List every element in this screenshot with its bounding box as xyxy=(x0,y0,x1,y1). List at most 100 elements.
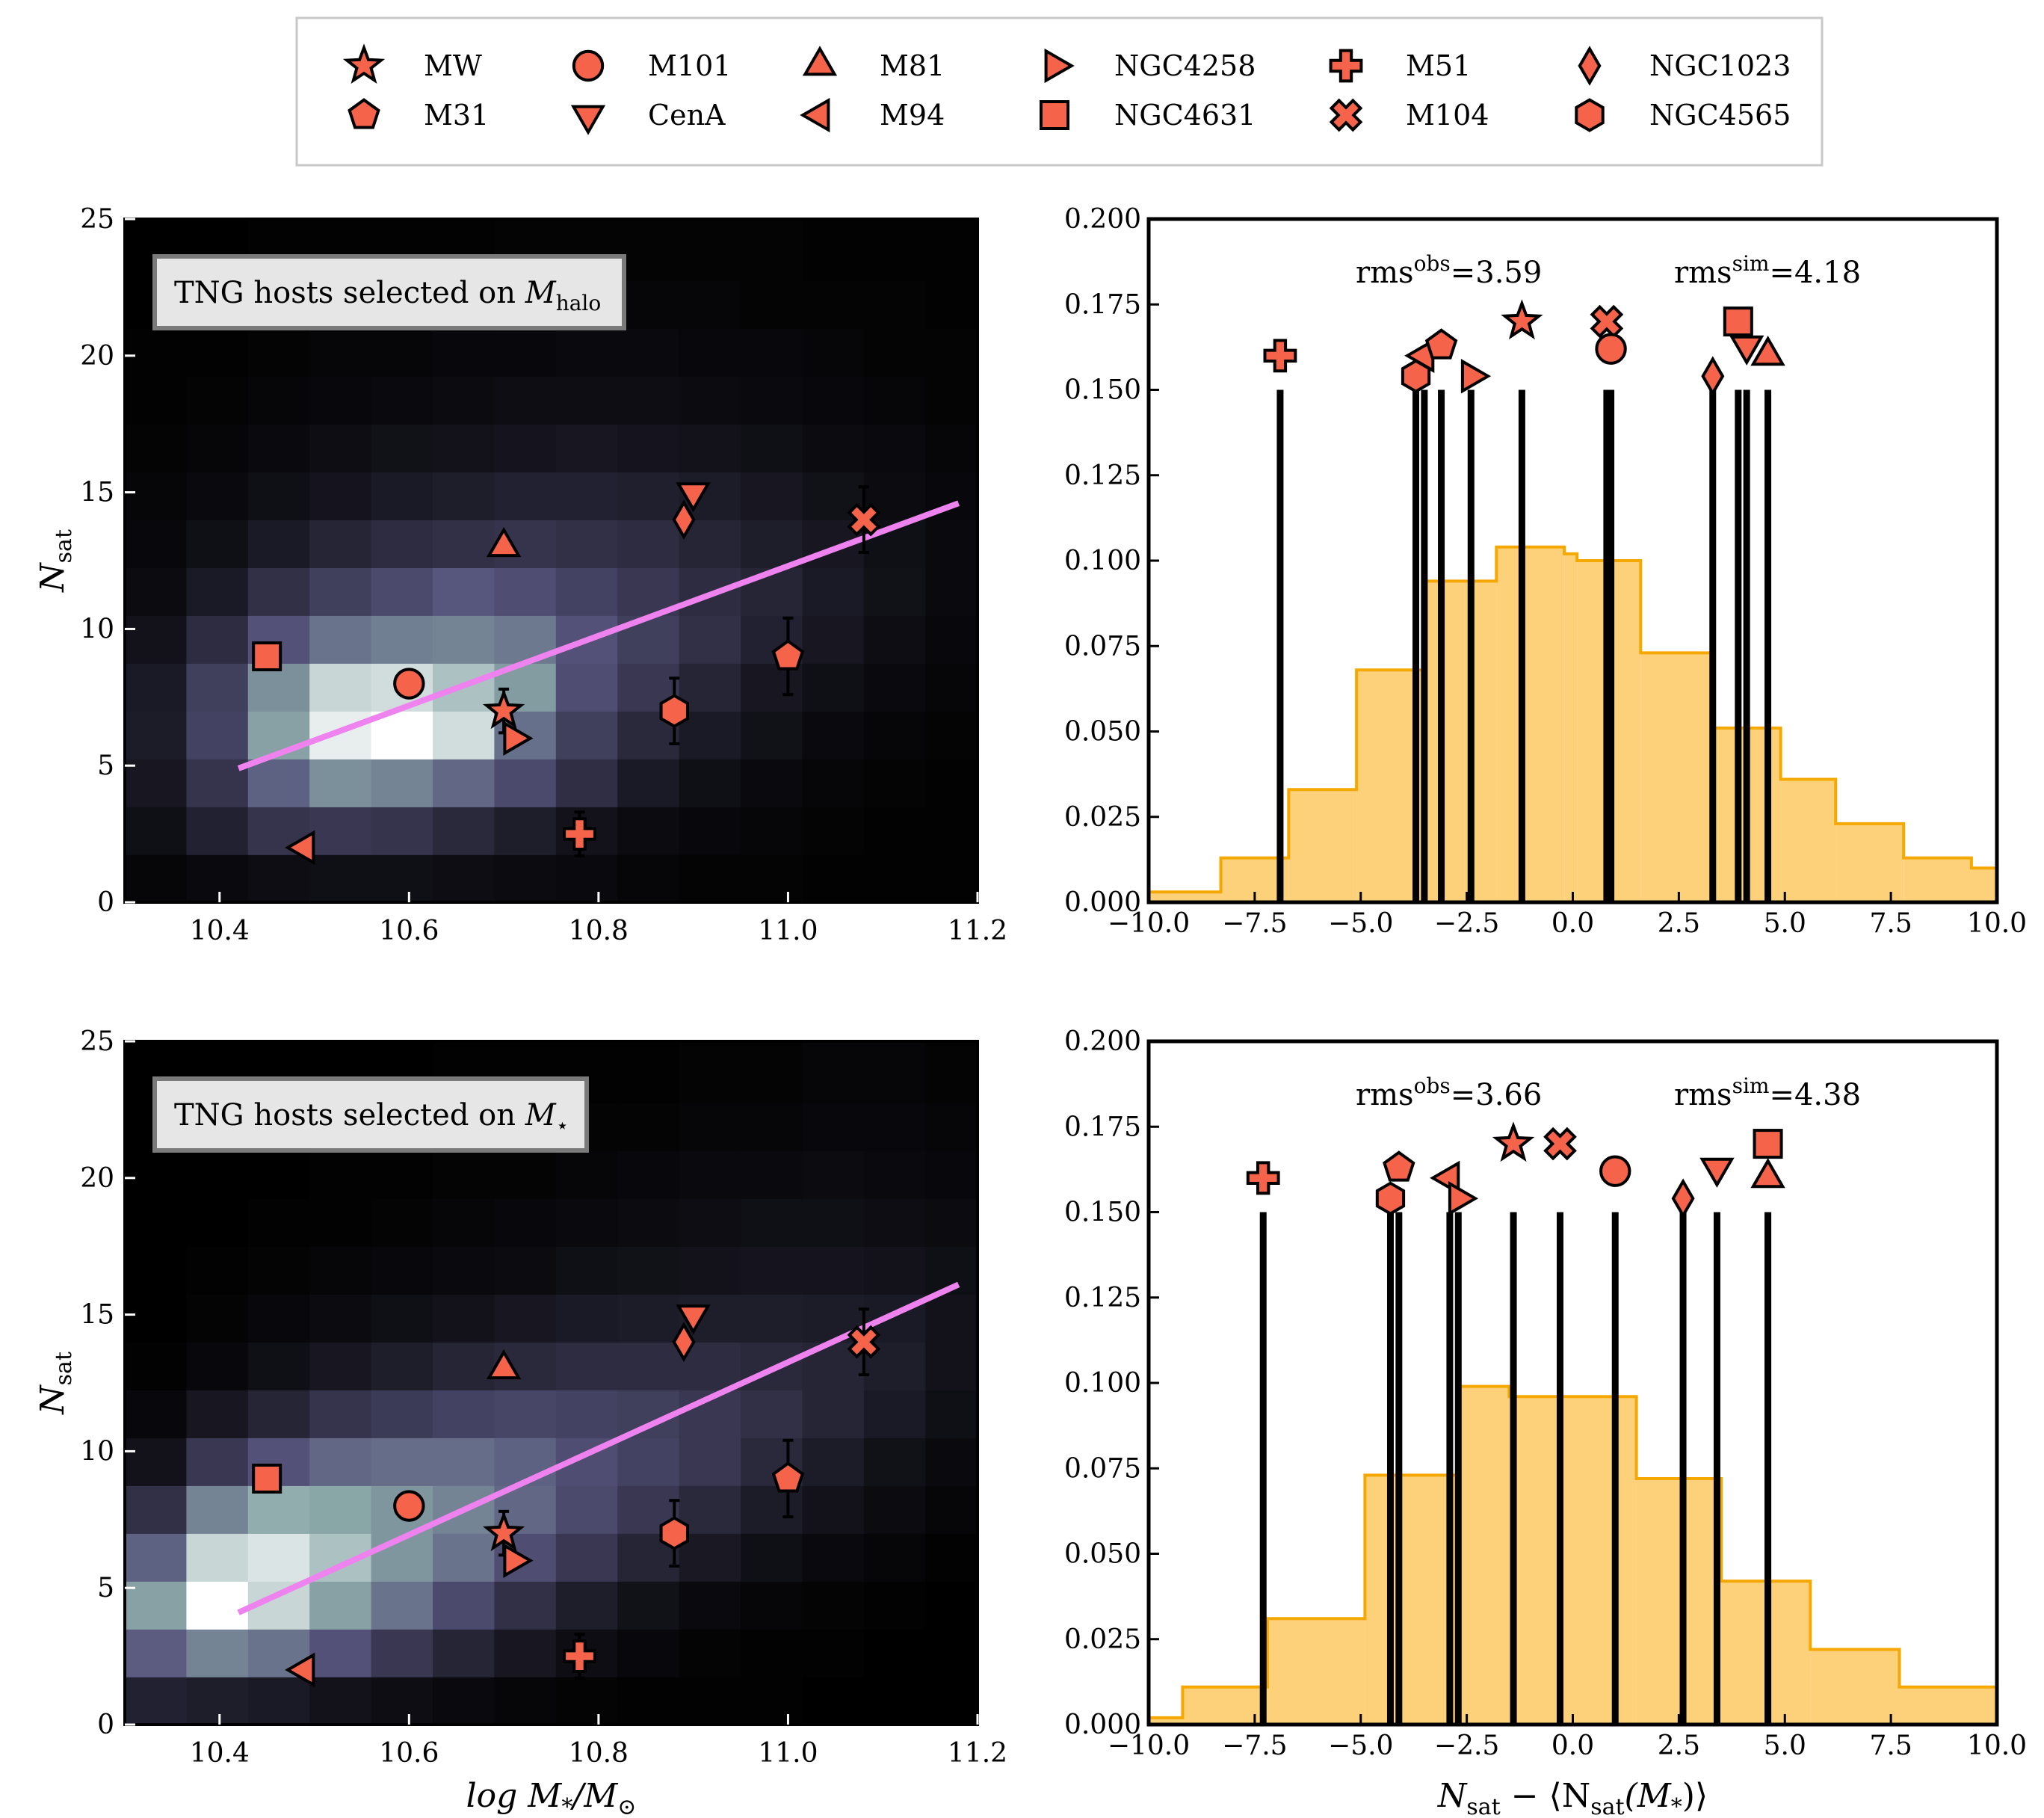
heatmap-cell xyxy=(925,1629,978,1677)
heatmap-cell xyxy=(125,663,188,712)
x-axis-label-tail-sub: ⊙ xyxy=(617,1794,636,1818)
heatmap-cell xyxy=(247,1390,310,1438)
y-tick-label: 0.150 xyxy=(1064,1198,1141,1228)
hist-bar xyxy=(1810,1649,1900,1725)
point-m81 xyxy=(486,526,522,558)
obs-m104 xyxy=(1590,304,1624,902)
heatmap-cell xyxy=(309,1342,372,1390)
heatmap-cell xyxy=(371,328,433,377)
heatmap-cell xyxy=(433,472,495,520)
star-icon xyxy=(1492,1121,1535,1162)
triangle-down-icon xyxy=(1729,335,1764,366)
heatmap-cell xyxy=(247,328,310,377)
heatmap-cell xyxy=(125,615,188,664)
heatmap-cell xyxy=(679,1581,741,1630)
heatmap-cell xyxy=(863,1041,927,1104)
heatmap-cell xyxy=(125,1198,188,1247)
plus-icon xyxy=(563,817,596,851)
heatmap-cell xyxy=(186,1677,249,1725)
point-m94 xyxy=(285,830,315,866)
obs-m101 xyxy=(1599,1155,1631,1725)
x-axis-label-sub: * xyxy=(561,1794,572,1818)
y-tick-label: 0.075 xyxy=(1064,631,1141,662)
heatmap-cell xyxy=(309,567,372,616)
x-icon xyxy=(847,502,881,537)
heatmap-cell xyxy=(802,1629,865,1677)
obs-cena xyxy=(1729,335,1764,902)
circle-icon xyxy=(393,1490,425,1522)
triangle-right-icon xyxy=(1044,48,1075,84)
heatmap-cell xyxy=(679,1041,741,1104)
heatmap-cell xyxy=(247,376,310,425)
heatmap-cell xyxy=(741,1629,803,1677)
y-axis-label-sub: sat xyxy=(51,529,77,563)
star-icon xyxy=(342,43,386,84)
heatmap-cell xyxy=(494,1677,557,1725)
heatmap-cell xyxy=(679,1533,741,1582)
point-m101 xyxy=(393,668,425,700)
heatmap-cell xyxy=(371,1342,433,1390)
triangle-right-icon xyxy=(503,1543,534,1578)
pentagon-icon xyxy=(348,98,380,129)
heatmap-cell xyxy=(125,1390,188,1438)
square-icon xyxy=(252,641,282,671)
heatmap-cell xyxy=(863,1390,927,1438)
heatmap-cell xyxy=(555,424,618,472)
x-tick-label: −7.5 xyxy=(1222,1731,1287,1761)
legend-entry-m101: M101 xyxy=(572,49,731,82)
y-tick-label: 15 xyxy=(80,1300,114,1331)
x-icon xyxy=(1543,1127,1577,1161)
heatmap-cell xyxy=(555,520,618,568)
heatmap-cell xyxy=(863,1581,927,1630)
triangle-up-icon xyxy=(1750,336,1785,366)
y-tick-label: 15 xyxy=(80,478,114,508)
heatmap-cell xyxy=(186,1438,249,1486)
heatmap-cell xyxy=(309,615,372,664)
heatmap-cell xyxy=(617,1581,680,1630)
heatmap-cell xyxy=(371,472,433,520)
heatmap-cell xyxy=(186,376,249,425)
heatmap-cell xyxy=(925,1103,978,1152)
x-tick-label: 10.0 xyxy=(1967,1731,2027,1761)
heatmap-cell xyxy=(309,1294,372,1343)
heatmap-cell xyxy=(555,759,618,807)
plus-icon xyxy=(1246,1161,1280,1195)
heatmap-cell xyxy=(802,280,865,330)
y-tick-label: 0.025 xyxy=(1064,802,1141,833)
panel-top-left-heatmap: TNG hosts selected on Mhalo 10.4 10.6 10.8 1… xyxy=(34,204,1007,946)
heatmap-cell xyxy=(433,807,495,855)
hist-bar xyxy=(1149,892,1221,902)
heatmap-cell xyxy=(863,1485,927,1534)
hist-bar xyxy=(1182,1686,1268,1725)
legend-label-mw: MW xyxy=(424,49,482,82)
heatmap-cell xyxy=(925,1198,978,1247)
heatmap-cell xyxy=(247,424,310,472)
legend-entry-ngc1023: NGC1023 xyxy=(1578,46,1791,86)
heatmap-cell xyxy=(125,376,188,425)
heatmap-cell xyxy=(555,567,618,616)
triangle-right-icon xyxy=(503,721,534,756)
x-axis-label-tail: (M xyxy=(1625,1777,1672,1815)
heatmap-cell xyxy=(371,424,433,472)
x-axis-label: Nsat − ⟨Nsat(M*)⟩ xyxy=(1437,1777,1708,1818)
triangle-up-icon xyxy=(486,1349,522,1380)
heatmap-cell xyxy=(863,759,927,807)
y-axis-label-main: N xyxy=(34,1384,72,1415)
obs-m31 xyxy=(1383,1150,1415,1725)
heatmap-cell xyxy=(494,1390,557,1438)
hist-outline xyxy=(1147,545,1998,902)
hist-bar xyxy=(1564,553,1578,902)
heatmap-cell xyxy=(863,424,927,472)
heatmap-cell xyxy=(309,1198,372,1247)
point-ngc4565 xyxy=(659,677,689,745)
heatmap-cell xyxy=(125,328,188,377)
heatmap-cell xyxy=(863,376,927,425)
rms-obs-annotation: rmsobs=3.59 xyxy=(1356,251,1542,290)
heatmap-cell xyxy=(925,1581,978,1630)
heatmap-cell xyxy=(925,759,978,807)
x-axis-label-tail-sub: * xyxy=(1671,1794,1682,1818)
y-tick-label: 10 xyxy=(80,614,114,644)
heatmap-cell xyxy=(679,615,741,664)
heatmap-cell xyxy=(125,1581,188,1630)
heatmap-cell xyxy=(679,711,741,759)
